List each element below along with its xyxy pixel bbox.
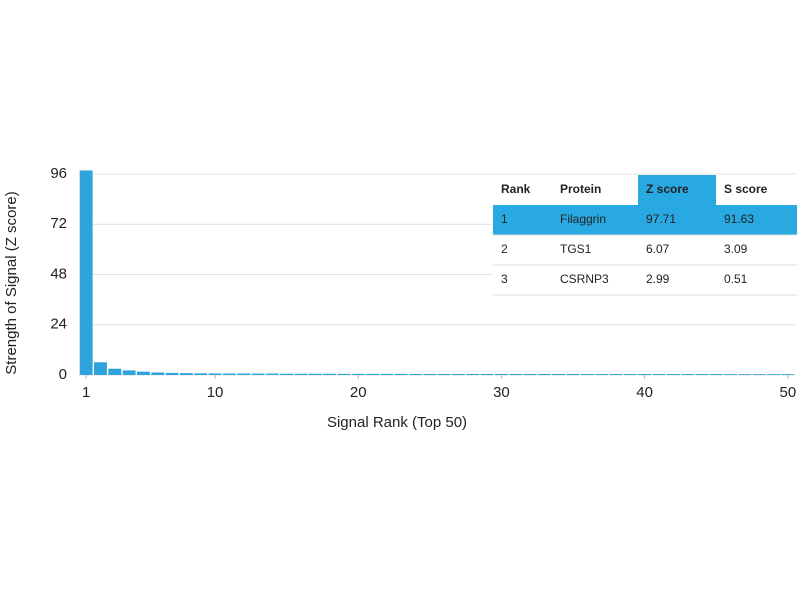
bar bbox=[222, 373, 236, 375]
bar bbox=[738, 374, 752, 375]
header-highlight bbox=[638, 175, 716, 205]
table-cell: Filaggrin bbox=[560, 212, 606, 226]
table-cell: 3.09 bbox=[724, 242, 748, 256]
x-tick-label: 1 bbox=[82, 384, 90, 401]
x-tick-label: 10 bbox=[207, 384, 224, 401]
table-cell: 1 bbox=[501, 212, 508, 226]
bar bbox=[265, 373, 279, 375]
table-cell: TGS1 bbox=[560, 242, 592, 256]
bar bbox=[151, 372, 165, 375]
bar bbox=[566, 373, 580, 375]
bar bbox=[308, 373, 322, 375]
bar bbox=[709, 374, 723, 375]
bar bbox=[595, 374, 609, 375]
bar bbox=[480, 373, 494, 375]
bar bbox=[179, 373, 193, 375]
bar bbox=[237, 373, 251, 375]
bar bbox=[681, 374, 695, 375]
bar bbox=[351, 373, 365, 375]
x-tick-label: 30 bbox=[493, 384, 510, 401]
bar bbox=[437, 373, 451, 375]
x-tick-label: 50 bbox=[779, 384, 796, 401]
table-header: S score bbox=[724, 182, 768, 196]
bar bbox=[552, 373, 566, 375]
row-highlight bbox=[493, 205, 797, 235]
bar bbox=[251, 373, 265, 375]
table-cell: 2.99 bbox=[646, 272, 670, 286]
table-header: Z score bbox=[646, 182, 689, 196]
bar bbox=[194, 373, 208, 375]
y-tick-label: 48 bbox=[50, 265, 67, 282]
bar bbox=[380, 373, 394, 375]
bar bbox=[122, 370, 136, 375]
table-cell: 2 bbox=[501, 242, 508, 256]
bar bbox=[609, 374, 623, 375]
bar bbox=[323, 373, 337, 375]
table-header: Rank bbox=[501, 182, 531, 196]
bar bbox=[523, 373, 537, 375]
bar bbox=[423, 373, 437, 375]
bar bbox=[781, 374, 795, 375]
table-cell: 91.63 bbox=[724, 212, 754, 226]
bar bbox=[509, 373, 523, 375]
bar bbox=[623, 374, 637, 375]
x-tick-label: 40 bbox=[636, 384, 653, 401]
bar bbox=[409, 373, 422, 375]
y-tick-label: 24 bbox=[50, 316, 67, 333]
bar bbox=[638, 374, 652, 375]
bar bbox=[208, 373, 222, 375]
bar bbox=[580, 374, 594, 375]
bar bbox=[136, 371, 150, 375]
bar bbox=[466, 373, 480, 375]
table-cell: 97.71 bbox=[646, 212, 676, 226]
y-axis-title: Strength of Signal (Z score) bbox=[3, 191, 20, 374]
bar bbox=[165, 372, 179, 375]
bar bbox=[695, 374, 709, 375]
bar bbox=[537, 373, 551, 375]
bar bbox=[337, 373, 351, 375]
x-tick-label: 20 bbox=[350, 384, 367, 401]
table-cell: 0.51 bbox=[724, 272, 748, 286]
bar bbox=[108, 368, 122, 375]
bar bbox=[652, 374, 666, 375]
table-header: Protein bbox=[560, 182, 601, 196]
bar bbox=[366, 373, 380, 375]
table-cell: 6.07 bbox=[646, 242, 670, 256]
y-tick-label: 0 bbox=[59, 366, 67, 383]
bar bbox=[494, 373, 508, 375]
bar bbox=[767, 374, 780, 375]
y-tick-label: 72 bbox=[50, 215, 67, 232]
table-cell: CSRNP3 bbox=[560, 272, 609, 286]
y-tick-label: 96 bbox=[50, 165, 67, 182]
bar bbox=[94, 362, 107, 375]
bar bbox=[394, 373, 408, 375]
bar bbox=[752, 374, 766, 375]
bar bbox=[724, 374, 738, 375]
bar bbox=[666, 374, 680, 375]
bar bbox=[452, 373, 465, 375]
table-cell: 3 bbox=[501, 272, 508, 286]
bar bbox=[294, 373, 308, 375]
x-axis-title: Signal Rank (Top 50) bbox=[327, 414, 467, 431]
bar bbox=[79, 170, 93, 375]
bar bbox=[280, 373, 294, 375]
